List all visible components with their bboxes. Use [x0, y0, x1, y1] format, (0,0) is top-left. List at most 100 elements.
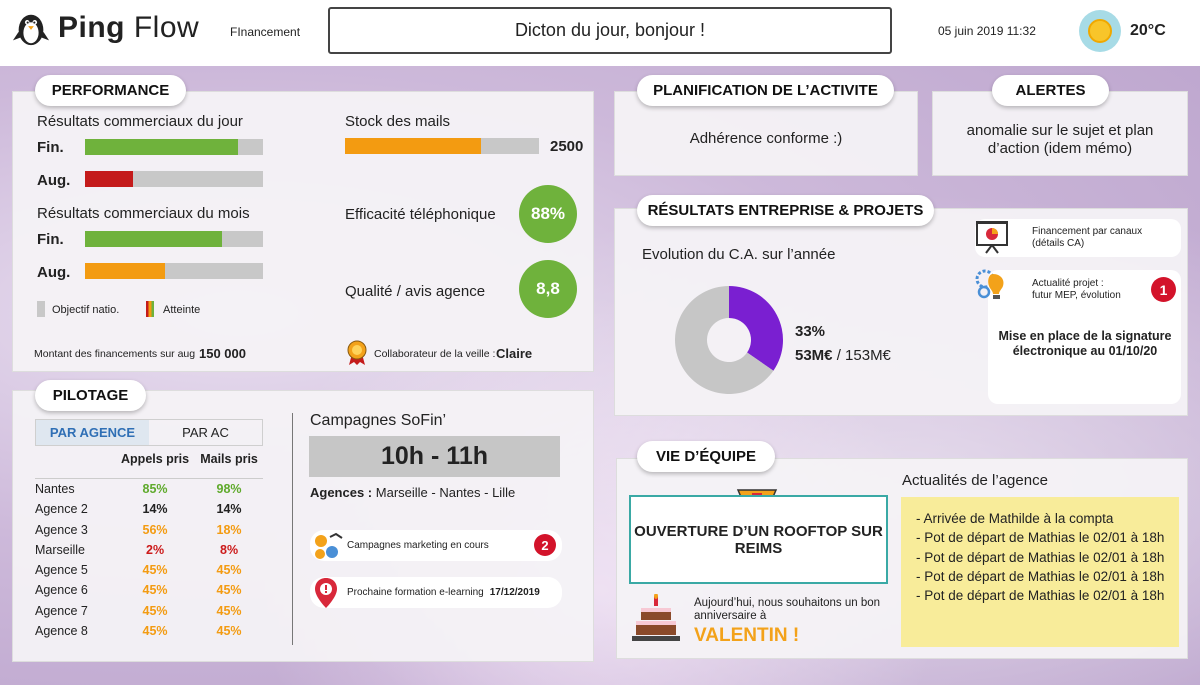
sun-icon [1079, 10, 1121, 52]
brand-bold: Ping [58, 11, 125, 44]
table-row: Agence 6 45% 45% [35, 580, 263, 600]
marketing-icon [315, 532, 343, 559]
table-row: Agence 5 45% 45% [35, 560, 263, 580]
anniv-text: Aujourd’hui, nous souhaitons un bon anni… [694, 597, 881, 622]
agence-name: Marseille [35, 542, 86, 557]
legend-atteinte-swatch [146, 301, 154, 317]
efficacite-value: 88% [519, 185, 577, 243]
financement-canaux-card[interactable]: Financement par canaux (détails CA) [975, 219, 1181, 257]
mails-value: 45% [216, 563, 242, 578]
details-ca-label: (détails CA) [1032, 238, 1085, 249]
anniv-name: VALENTIN ! [694, 625, 800, 646]
legend-objectif-swatch [37, 301, 45, 317]
marketing-badge: 2 [534, 534, 556, 556]
mails-value: 18% [216, 522, 242, 537]
qualite-value: 8,8 [519, 260, 577, 318]
actu-agence-list: - Arrivée de Mathilde à la compta - Pot … [901, 497, 1179, 647]
col-appels: Appels pris [115, 450, 196, 479]
actu-projet-badge: 1 [1151, 277, 1176, 302]
day-aug-label: Aug. [37, 172, 71, 189]
actu-projet-text: Actualité projet : futur MEP, évolution [1032, 278, 1121, 302]
formation-notif[interactable]: Prochaine formation e-learning 17/12/201… [310, 577, 562, 608]
table-header-row: Appels pris Mails pris [35, 450, 263, 479]
pie-pct: 33% [795, 323, 826, 340]
list-item: - Pot de départ de Mathias le 02/01 à 18… [916, 530, 1165, 546]
rooftop-banner: OUVERTURE D’UN ROOFTOP SUR REIMS [629, 495, 888, 584]
agence-name: Agence 7 [35, 603, 88, 618]
collab-value: Claire [496, 346, 533, 361]
pie-slice-restant [675, 286, 774, 394]
month-fin-label: Fin. [37, 231, 64, 248]
brand-light: Flow [133, 11, 200, 44]
pie-amount-bold: 53M€ [795, 347, 833, 364]
mails-value: 8% [220, 542, 239, 557]
evolution-label: Evolution du C.A. sur l’année [642, 246, 836, 263]
pilotage-table: Appels pris Mails pris Nantes 85% 98% Agenc… [35, 450, 263, 641]
financement-canaux-label: Financement par canaux [1032, 226, 1143, 237]
appels-value: 2% [146, 542, 165, 557]
datetime: 05 juin 2019 11:32 [938, 24, 1036, 38]
pilotage-divider [292, 413, 293, 645]
efficacite-label: Efficacité téléphonique [345, 206, 496, 223]
appels-value: 14% [142, 502, 168, 517]
appels-value: 45% [142, 583, 168, 598]
cake-icon [632, 594, 680, 641]
day-fin-label: Fin. [37, 139, 64, 156]
appels-value: 45% [142, 563, 168, 578]
presentation-board-icon [976, 221, 1008, 254]
temperature: 20°C [1130, 22, 1166, 39]
month-aug-bar [85, 263, 263, 279]
montant-label: Montant des financements sur aug [34, 348, 196, 360]
planification-title: PLANIFICATION DE L’ACTIVITE [637, 75, 894, 106]
qualite-label: Qualité / avis agence [345, 283, 486, 300]
month-aug-label: Aug. [37, 264, 71, 281]
montant-value: 150 000 [199, 346, 246, 361]
signature-text: Mise en place de la signature électroniq… [998, 329, 1172, 358]
pilotage-rows: Nantes 85% 98% Agence 2 14% 14% Agence 3 56% 18%… [35, 479, 263, 642]
list-item: - Arrivée de Mathilde à la compta [916, 511, 1114, 526]
performance-title: PERFORMANCE [35, 75, 186, 106]
tab-par-agence[interactable]: PAR AGENCE [36, 420, 149, 445]
pilotage-title: PILOTAGE [35, 380, 146, 411]
agence-name: Agence 3 [35, 522, 88, 537]
formation-date: 17/12/2019 [489, 587, 540, 598]
mails-value: 98% [216, 482, 242, 496]
list-item: - Pot de départ de Mathias le 02/01 à 18… [916, 549, 1165, 565]
award-icon [347, 340, 367, 365]
campagnes-label: Campagnes SoFin’ [310, 412, 447, 429]
equipe-title: VIE D’ÉQUIPE [637, 441, 775, 472]
agence-name: Agence 8 [35, 624, 88, 639]
agences-line: Agences : Marseille - Nantes - Lille [310, 485, 515, 500]
formation-label: Prochaine formation e-learning [347, 587, 484, 598]
list-item: - Pot de départ de Mathias le 02/01 à 18… [916, 568, 1165, 584]
alertes-text: anomalie sur le sujet et plan d’action (… [966, 122, 1154, 157]
agences-value: Marseille - Nantes - Lille [375, 485, 516, 500]
logo[interactable]: Ping Flow [12, 9, 199, 47]
tab-par-ac[interactable]: PAR AC [182, 425, 229, 440]
stock-value: 2500 [550, 138, 584, 155]
marketing-notif[interactable]: Campagnes marketing en cours [310, 530, 562, 561]
brand-name: Ping Flow [58, 11, 199, 45]
resultats-title: RÉSULTATS ENTREPRISE & PROJETS [637, 195, 934, 226]
list-item: - Pot de départ de Mathias le 02/01 à 18… [916, 588, 1165, 604]
ca-pie-chart [675, 286, 783, 394]
actu-projet-label: Actualité projet : [1032, 278, 1104, 289]
campagnes-time: 10h - 11h [309, 436, 560, 477]
appels-value: 45% [142, 603, 168, 618]
motd-banner: Dicton du jour, bonjour ! [328, 7, 892, 54]
location-pin-icon [315, 577, 337, 608]
nav-financement[interactable]: FInancement [230, 25, 301, 39]
table-row: Agence 8 45% 45% [35, 621, 263, 641]
table-row: Agence 7 45% 45% [35, 601, 263, 621]
appels-value: 85% [142, 482, 168, 496]
collab-label: Collaborateur de la veille : [374, 348, 496, 360]
table-row: Nantes 85% 98% [35, 479, 263, 500]
actu-projet-sub: futur MEP, évolution [1032, 290, 1121, 301]
alertes-title: ALERTES [992, 75, 1109, 106]
agence-name: Agence 2 [35, 502, 88, 517]
actu-projet-card[interactable] [988, 270, 1181, 404]
pilotage-tabs: PAR AGENCE PAR AC [35, 419, 263, 446]
appels-value: 45% [142, 624, 168, 639]
mails-value: 14% [216, 502, 242, 517]
month-heading: Résultats commerciaux du mois [37, 205, 250, 222]
